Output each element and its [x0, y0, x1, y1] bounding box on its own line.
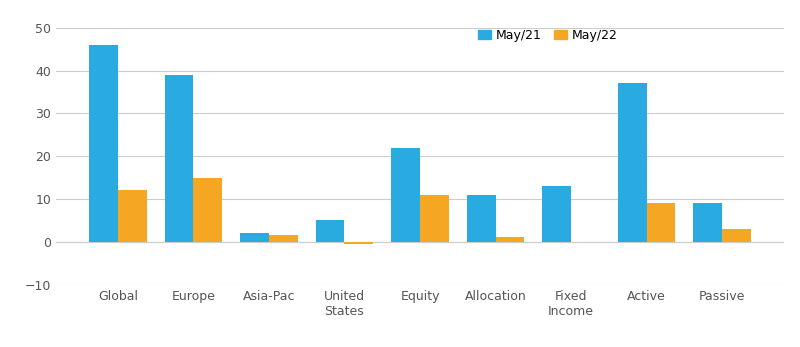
Bar	[391, 147, 420, 242]
Bar	[269, 235, 298, 242]
Bar	[694, 203, 722, 242]
Bar	[118, 191, 146, 242]
Bar	[618, 83, 646, 242]
Legend: May/21, May/22: May/21, May/22	[478, 29, 618, 42]
Bar	[165, 75, 194, 242]
Bar	[467, 195, 495, 242]
Bar	[89, 45, 118, 242]
Bar	[194, 178, 222, 242]
Bar	[495, 237, 524, 242]
Bar	[420, 195, 449, 242]
Bar	[240, 233, 269, 242]
Bar	[722, 229, 751, 242]
Bar	[646, 203, 675, 242]
Bar	[316, 220, 345, 242]
Bar	[542, 186, 571, 242]
Bar	[345, 242, 373, 244]
